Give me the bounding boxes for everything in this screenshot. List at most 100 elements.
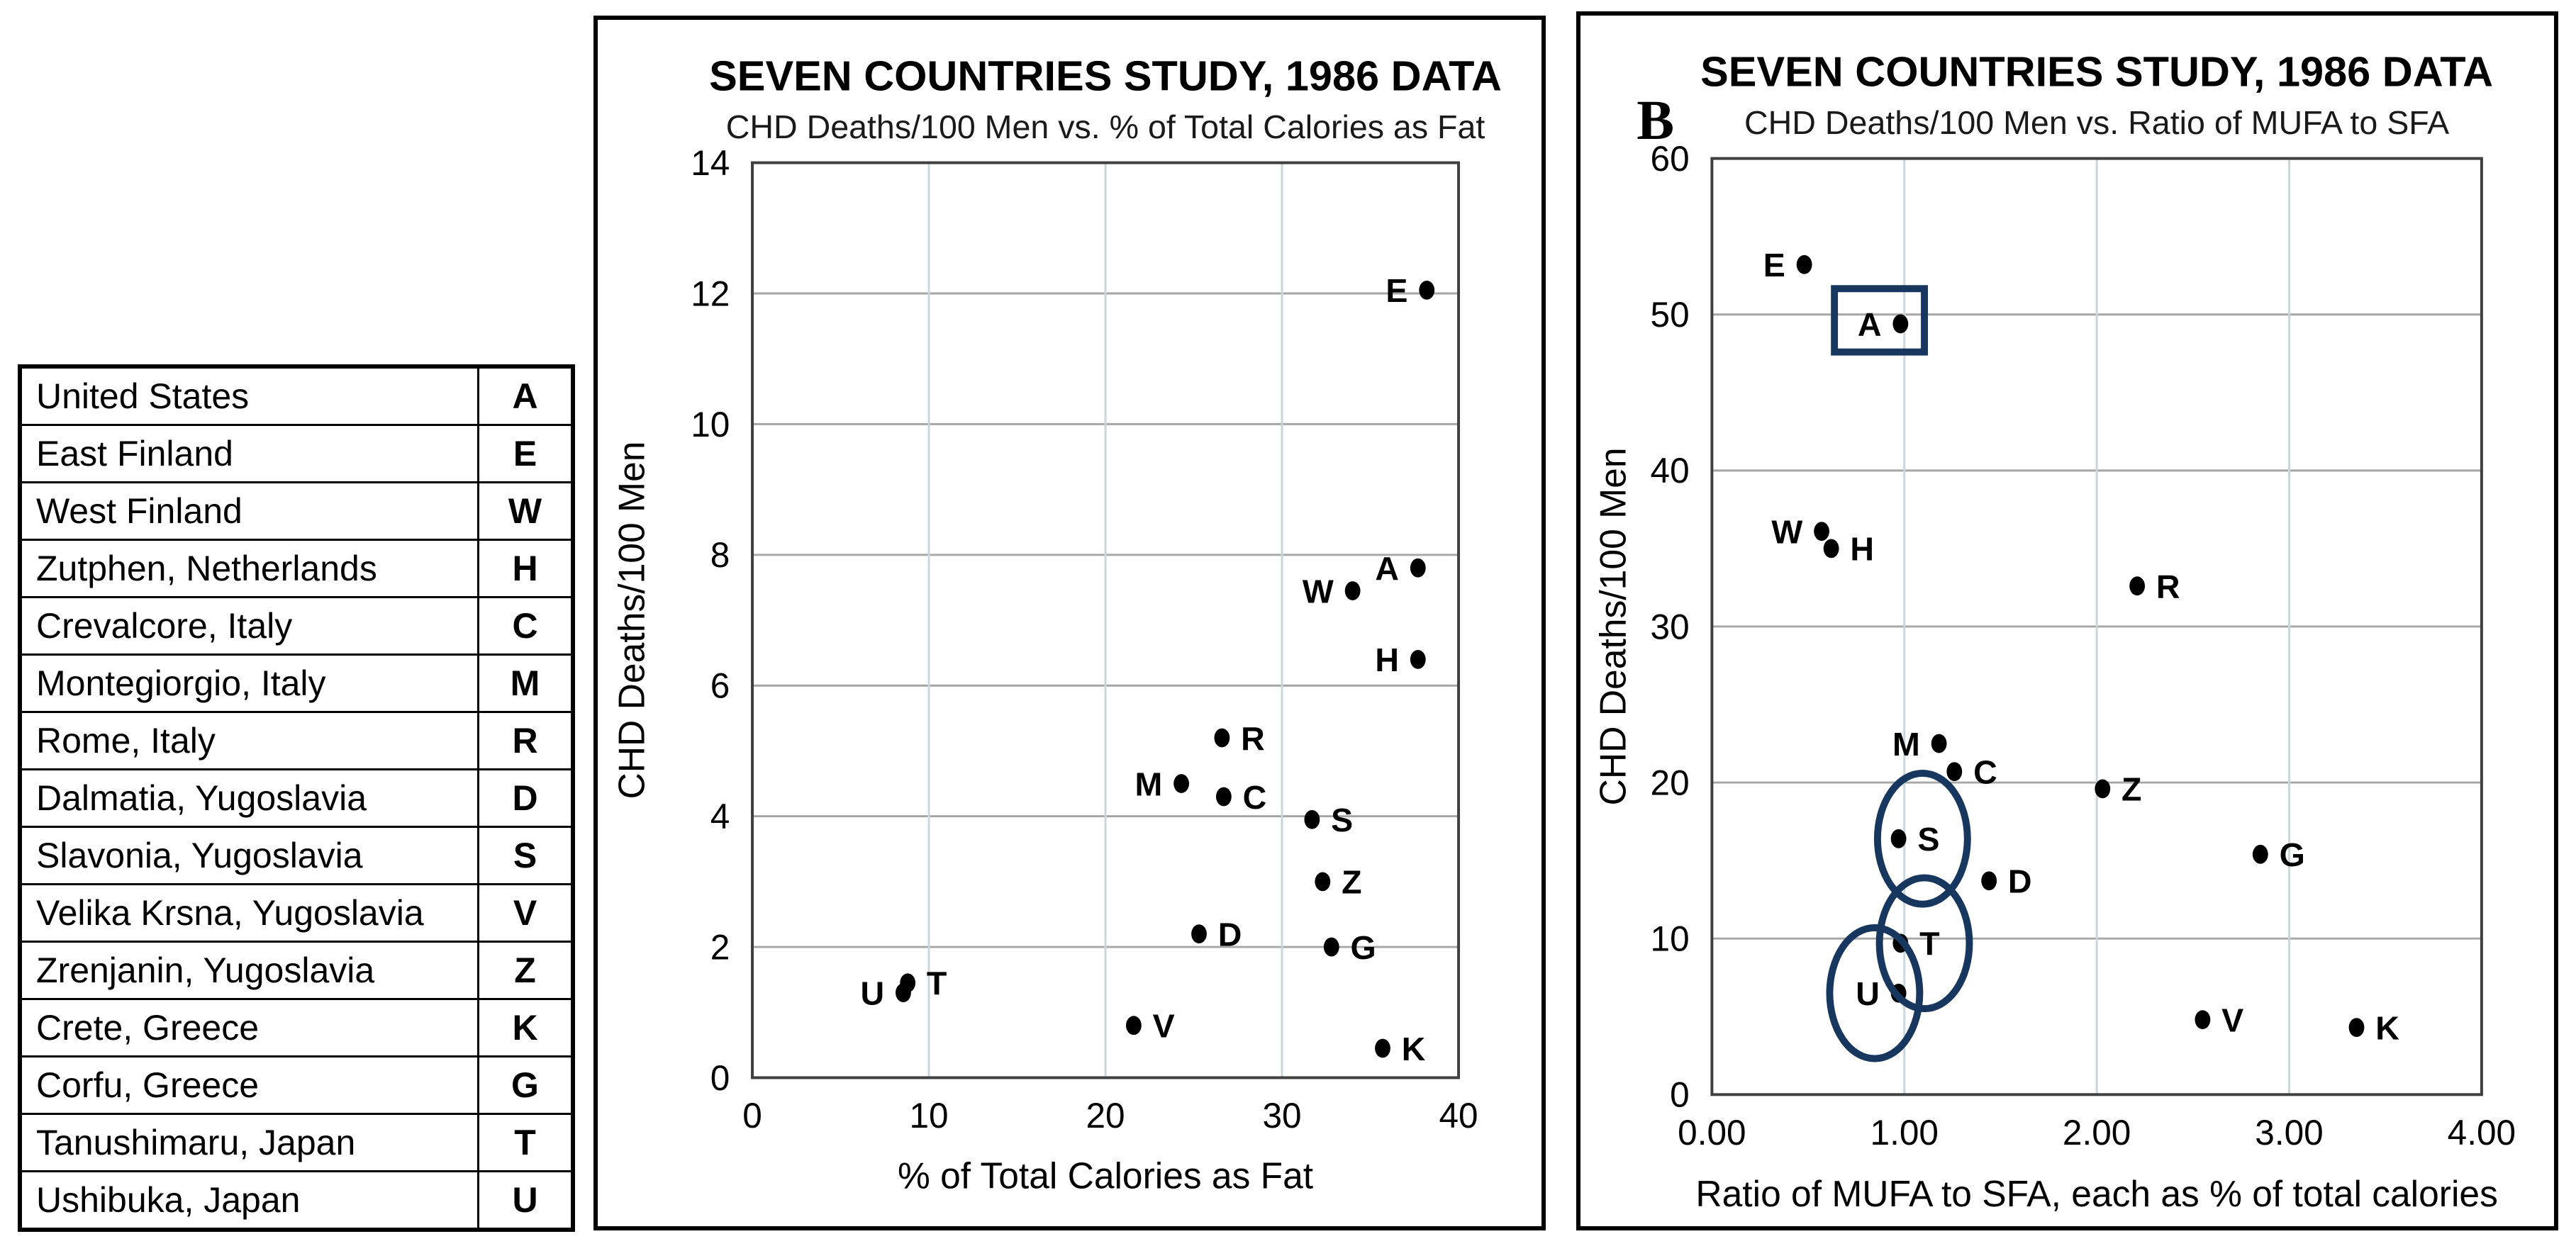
table-row: Zrenjanin, Yugoslavia Z [18, 940, 574, 1000]
country-name-cell: Dalmatia, Yugoslavia [18, 768, 479, 828]
y-axis-tick-label: 4 [710, 797, 730, 836]
country-code-cell: D [477, 768, 574, 828]
y-axis-tick-label: 12 [691, 274, 730, 313]
annotation-ellipse-S [1873, 769, 1971, 908]
country-code-cell: Z [477, 940, 574, 1000]
data-point-label-A: A [1858, 306, 1882, 343]
data-point-label-T: T [927, 965, 947, 1002]
x-axis-tick-label: 0.00 [1678, 1113, 1746, 1152]
data-point-label-E: E [1385, 272, 1407, 309]
data-point-label-H: H [1375, 641, 1399, 678]
data-point-label-G: G [2280, 836, 2305, 873]
table-row: East Finland E [18, 424, 574, 484]
data-point-label-T: T [1919, 926, 1939, 963]
data-point-label-K: K [2375, 1009, 2399, 1046]
country-name-cell: Zrenjanin, Yugoslavia [18, 940, 479, 1000]
legend-table: United States A East Finland E West Finland W… [18, 364, 575, 1232]
table-row: Slavonia, Yugoslavia S [18, 825, 574, 885]
chart-title: SEVEN COUNTRIES STUDY, 1986 DATA [1700, 47, 2493, 95]
x-axis-tick-label: 2.00 [2063, 1113, 2131, 1152]
figure-fat-chart: SEVEN COUNTRIES STUDY, 1986 DATA CHD Deat… [593, 16, 1546, 1230]
y-axis-tick-label: 60 [1651, 139, 1690, 179]
data-point-label-S: S [1331, 802, 1353, 838]
data-point-label-C: C [1243, 779, 1267, 816]
data-point-label-D: D [2008, 863, 2032, 900]
x-axis-tick-label: 1.00 [1870, 1113, 1939, 1152]
country-name-cell: Tanushimaru, Japan [18, 1112, 479, 1172]
data-point-V [2195, 1010, 2211, 1030]
y-axis-tick-label: 6 [710, 666, 730, 706]
y-axis-tick-label: 8 [710, 535, 730, 575]
country-code-cell: U [477, 1169, 574, 1231]
y-axis-tick-label: 20 [1651, 763, 1690, 802]
data-point-label-E: E [1763, 247, 1785, 284]
x-axis-tick-label: 30 [1262, 1096, 1301, 1135]
data-point-label-S: S [1917, 821, 1939, 858]
table-row: Rome, Italy R [18, 710, 574, 770]
chart-subtitle: CHD Deaths/100 Men vs. % of Total Calori… [726, 108, 1485, 145]
country-name-cell: East Finland [18, 424, 479, 484]
y-axis-tick-label: 10 [1651, 919, 1690, 959]
data-point-C [1215, 787, 1232, 807]
table-row: Crevalcore, Italy C [18, 596, 574, 656]
data-point-E [1419, 280, 1435, 300]
country-code-cell: A [477, 365, 574, 427]
country-name-cell: Montegiorgio, Italy [18, 653, 479, 713]
data-point-M [1173, 774, 1190, 793]
country-code-cell: C [477, 596, 574, 656]
data-point-label-K: K [1402, 1031, 1426, 1067]
y-axis-tick-label: 30 [1651, 607, 1690, 646]
data-point-A [1892, 314, 1909, 334]
country-name-cell: Slavonia, Yugoslavia [18, 825, 479, 885]
annotation-ellipse-U [1826, 924, 1924, 1062]
data-point-W [1344, 581, 1361, 600]
y-axis-title: CHD Deaths/100 Men [610, 442, 652, 800]
x-axis-tick-label: 0 [742, 1096, 762, 1135]
data-point-label-G: G [1351, 929, 1376, 966]
table-row: Corfu, Greece G [18, 1055, 574, 1115]
data-point-A [1410, 558, 1426, 578]
y-axis-tick-label: 0 [710, 1058, 730, 1098]
data-point-E [1796, 254, 1812, 274]
table-row: United States A [18, 365, 574, 427]
country-code-cell: W [477, 481, 574, 542]
data-point-label-V: V [1153, 1007, 1175, 1044]
table-row: Zutphen, Netherlands H [18, 539, 574, 599]
y-axis-tick-label: 10 [691, 405, 730, 444]
scatter-chart-mufa: SEVEN COUNTRIES STUDY, 1986 DATA CHD Deat… [1592, 47, 2516, 1214]
country-code-cell: H [477, 539, 574, 599]
y-axis-tick-label: 50 [1651, 295, 1690, 335]
country-code-cell: T [477, 1112, 574, 1172]
country-code-cell: S [477, 825, 574, 885]
data-point-label-U: U [861, 975, 885, 1011]
y-axis-tick-label: 14 [691, 143, 730, 183]
data-point-D [1191, 924, 1207, 944]
x-axis-tick-label: 10 [909, 1096, 948, 1135]
country-name-cell: West Finland [18, 481, 479, 542]
data-point-label-Z: Z [2121, 771, 2141, 808]
country-code-cell: K [477, 997, 574, 1058]
country-name-cell: Zutphen, Netherlands [18, 539, 479, 599]
scatter-chart-fat: SEVEN COUNTRIES STUDY, 1986 DATA CHD Deat… [610, 52, 1502, 1196]
table-row: Dalmatia, Yugoslavia D [18, 768, 574, 828]
panel-label: B [1637, 89, 1674, 152]
annotation-ellipse-T [1875, 874, 1973, 1013]
country-name-cell: Crete, Greece [18, 997, 479, 1058]
plot-frame [1710, 157, 2483, 1096]
data-point-K [1375, 1038, 1390, 1058]
data-point-R [2129, 576, 2146, 596]
y-axis-tick-label: 0 [1670, 1075, 1690, 1115]
data-point-G [1323, 937, 1339, 957]
data-point-label-D: D [1218, 916, 1242, 953]
data-point-Z [1315, 872, 1331, 892]
y-axis-tick-label: 2 [710, 927, 730, 967]
x-axis-tick-label: 4.00 [2448, 1113, 2516, 1152]
data-point-label-W: W [1771, 513, 1802, 550]
table-row: Crete, Greece K [18, 997, 574, 1058]
data-point-label-U: U [1856, 975, 1880, 1012]
x-axis-tick-label: 20 [1086, 1096, 1125, 1135]
data-point-label-W: W [1303, 573, 1334, 610]
country-code-cell: R [477, 710, 574, 770]
country-name-cell: Corfu, Greece [18, 1055, 479, 1115]
